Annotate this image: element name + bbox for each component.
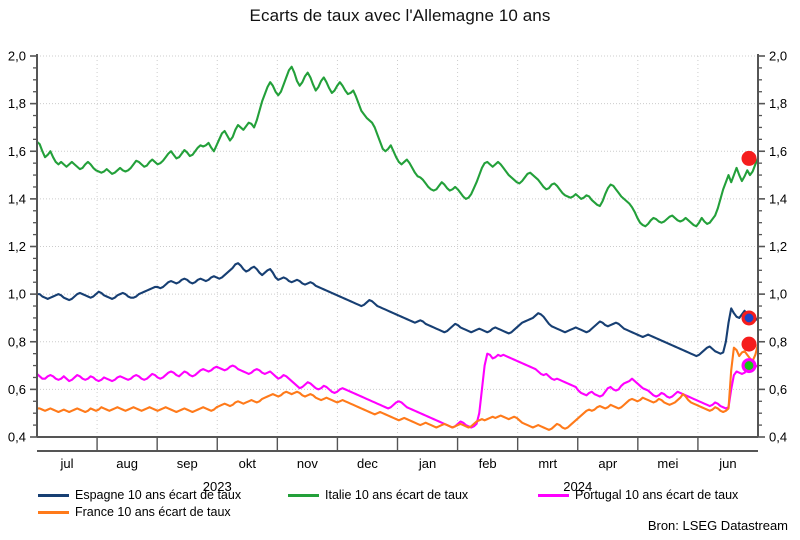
y-axis-label-left: 0,6 [8,382,26,397]
legend-swatch-portugal [538,494,569,497]
legend: Espagne 10 ans écart de taux Italie 10 a… [38,487,768,521]
y-axis-label-left: 1,8 [8,96,26,111]
legend-row-2: France 10 ans écart de taux [38,504,768,521]
y-axis-label-right: 1,0 [769,287,787,302]
y-axis-label-right: 0,4 [769,430,787,445]
x-axis-month-label: dec [357,456,378,471]
endpoint-marker-espagne [744,313,754,323]
y-axis-label-right: 1,8 [769,96,787,111]
y-axis-label-right: 1,4 [769,191,787,206]
legend-label-portugal: Portugal 10 ans écart de taux [575,488,739,502]
x-axis-month-label: sep [177,456,198,471]
x-axis-month-label: mei [657,456,678,471]
y-axis-label-right: 1,2 [769,239,787,254]
legend-label-espagne: Espagne 10 ans écart de taux [75,488,242,502]
endpoint-markers-group [741,150,757,374]
source-attribution: Bron: LSEG Datastream [647,518,788,533]
legend-label-italie: Italie 10 ans écart de taux [325,488,469,502]
legend-swatch-espagne [38,494,69,497]
x-axis-month-label: jun [718,456,736,471]
tick-labels-group: 0,4 0,4 0,6 0,6 0,8 0,8 1,0 1,0 1,2 1,2 1,4 1,4 1,6 1… [8,49,787,495]
y-axis-label-left: 2,0 [8,49,26,64]
legend-swatch-france [38,511,69,514]
legend-item-france[interactable]: France 10 ans écart de taux [38,504,288,521]
y-axis-label-left: 0,4 [8,430,26,445]
y-axis-label-left: 0,8 [8,334,26,349]
page-title: Ecarts de taux avec l'Allemagne 10 ans [249,6,551,25]
x-axis-month-label: jul [60,456,74,471]
legend-item-portugal[interactable]: Portugal 10 ans écart de taux [538,487,768,504]
legend-row-1: Espagne 10 ans écart de taux Italie 10 a… [38,487,768,504]
y-axis-label-right: 0,8 [769,334,787,349]
x-axis-month-label: okt [239,456,257,471]
x-axis-month-label: aug [116,456,138,471]
x-axis-month-label: nov [297,456,318,471]
x-axis-month-label: apr [598,456,617,471]
endpoint-marker-portugal [744,361,754,370]
y-axis-label-left: 1,6 [8,144,26,159]
legend-item-italie[interactable]: Italie 10 ans écart de taux [288,487,538,504]
legend-label-france: France 10 ans écart de taux [75,505,231,519]
axes-group [30,54,765,452]
x-axis-month-label: mrt [538,456,557,471]
series-line-italy [35,65,760,228]
x-axis-month-label: feb [479,456,497,471]
y-axis-label-right: 1,6 [769,144,787,159]
y-axis-label-left: 1,0 [8,287,26,302]
series-line-france [35,343,760,431]
data-series-group [35,65,760,431]
y-axis-label-left: 1,2 [8,239,26,254]
x-axis-year-label: 2023 [203,479,232,494]
y-axis-label-right: 0,6 [769,382,787,397]
endpoint-marker-italie [744,153,754,163]
x-axis-year-label: 2024 [563,479,592,494]
y-axis-label-left: 1,4 [8,191,26,206]
legend-swatch-italie [288,494,319,497]
x-axis-month-label: jan [418,456,436,471]
y-axis-label-right: 2,0 [769,49,787,64]
series-line-portugal [35,352,760,429]
legend-item-espagne[interactable]: Espagne 10 ans écart de taux [38,487,288,504]
series-line-spain [35,262,760,358]
endpoint-marker-france [744,339,754,349]
